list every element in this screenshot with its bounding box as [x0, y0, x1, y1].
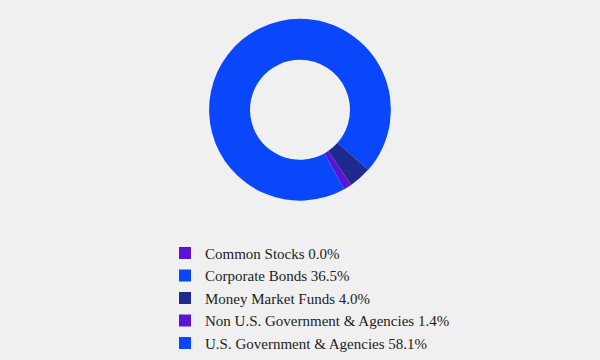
svg-text:Money Market Funds 4.0%: Money Market Funds 4.0%	[205, 291, 370, 307]
svg-text:U.S. Government & Agencies 58.: U.S. Government & Agencies 58.1%	[205, 336, 427, 352]
svg-text:Non U.S. Government & Agencies: Non U.S. Government & Agencies 1.4%	[205, 313, 449, 329]
svg-text:Corporate Bonds 36.5%: Corporate Bonds 36.5%	[205, 268, 350, 284]
svg-text:Common Stocks 0.0%: Common Stocks 0.0%	[205, 246, 340, 262]
